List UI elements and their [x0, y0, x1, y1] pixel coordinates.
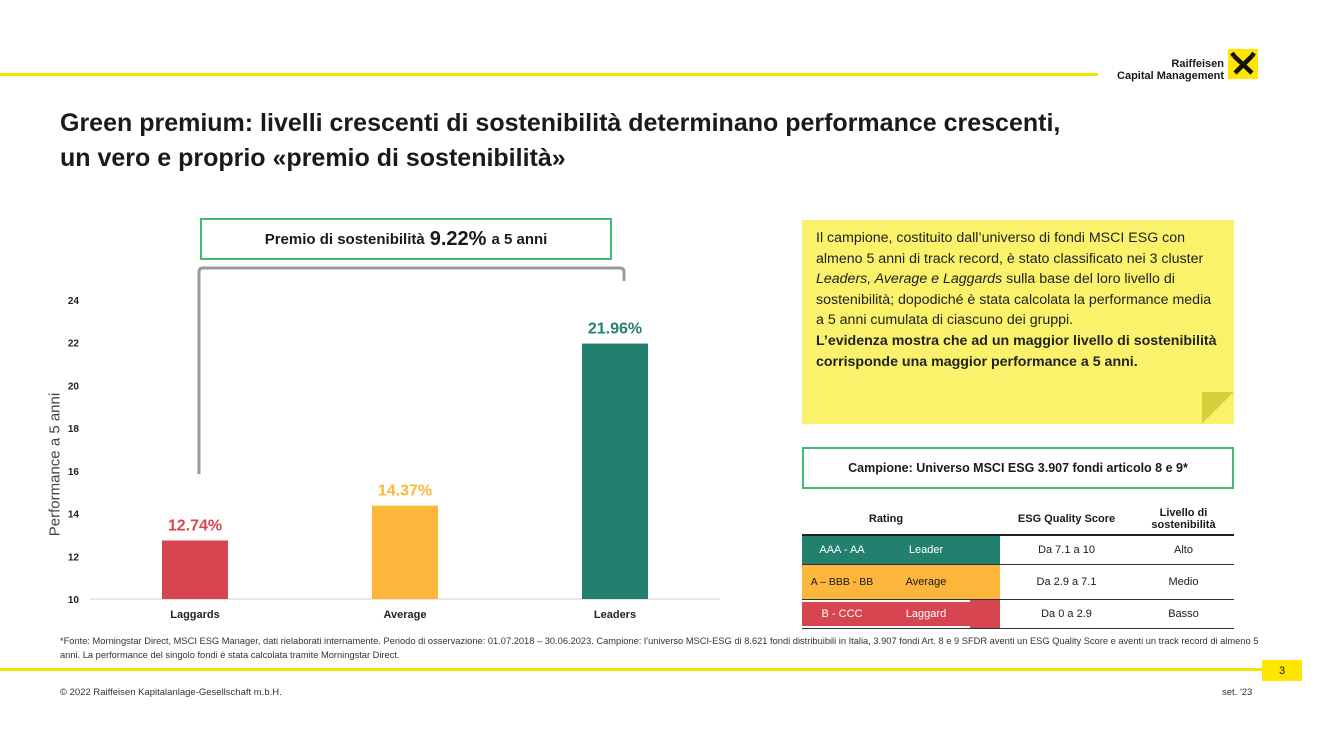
rating-code: A – BBB - BB: [802, 565, 882, 599]
cluster-spacer: [970, 599, 1000, 629]
level-cell: Basso: [1133, 599, 1234, 629]
cluster-name: Average: [882, 565, 970, 599]
bar-leaders: [582, 343, 648, 599]
header-rule: [0, 73, 1098, 76]
table-row: A – BBB - BB Average Da 2.9 a 7.1 Medio: [802, 564, 1234, 600]
premium-callout: Premio di sostenibilità 9.22% a 5 anni: [200, 218, 612, 260]
bar-laggards: [162, 540, 228, 599]
y-axis-label: Performance a 5 anni: [46, 392, 64, 537]
data-label: 12.74%: [168, 517, 222, 534]
level-cell: Alto: [1133, 535, 1234, 565]
col-esg-score: ESG Quality Score: [1000, 504, 1133, 536]
page-title: Green premium: livelli crescenti di sost…: [60, 106, 1160, 176]
score-cell: Da 7.1 a 10: [1000, 535, 1133, 565]
cluster-spacer: [970, 564, 1000, 600]
level-cell: Medio: [1133, 564, 1234, 600]
x-tick-label: Laggards: [170, 609, 220, 621]
note-text-2: sulla base del loro livello di sostenibi…: [816, 271, 1212, 329]
premium-value: 9.22%: [429, 227, 487, 250]
rating-cell: B - CCC Laggard: [802, 599, 970, 629]
cluster-spacer: [970, 535, 1000, 565]
rating-cell: A – BBB - BB Average: [802, 564, 970, 600]
rating-code: B - CCC: [802, 602, 882, 626]
table-row: B - CCC Laggard Da 0 a 2.9 Basso: [802, 599, 1234, 629]
score-cell: Da 0 a 2.9: [1000, 599, 1133, 629]
y-tick-label: 24: [68, 296, 80, 307]
rating-cell: AAA - AA Leader: [802, 535, 970, 565]
y-tick-label: 18: [68, 424, 80, 435]
chart-labels: 12.74% Laggards 14.37% Average 21.96% Leaders: [168, 321, 642, 621]
data-label: 21.96%: [588, 321, 642, 338]
note-conclusion: L’evidenza mostra che ad un maggior live…: [816, 332, 1217, 370]
footer-rule: [0, 668, 1262, 671]
col-cluster: [970, 504, 1000, 536]
table-header-row: Rating ESG Quality Score Livello di sost…: [802, 504, 1234, 536]
col-sustainability-level: Livello di sostenibilità: [1133, 504, 1234, 536]
bar-average: [372, 505, 438, 599]
x-tick-label: Leaders: [594, 609, 636, 621]
y-tick-label: 10: [68, 595, 80, 606]
sample-label-box: Campione: Universo MSCI ESG 3.907 fondi …: [802, 447, 1234, 489]
y-tick-label: 12: [68, 552, 80, 563]
sample-label: Campione: Universo MSCI ESG 3.907 fondi …: [848, 461, 1188, 475]
raiffeisen-logo-icon: [1228, 49, 1258, 79]
brand-line-2: Capital Management: [1117, 70, 1224, 82]
y-tick-label: 16: [68, 467, 80, 478]
copyright-text: © 2022 Raiffeisen Kapitalanlage-Gesellsc…: [60, 687, 282, 698]
premium-prefix: Premio di sostenibilità: [264, 230, 425, 248]
summary-note: Il campione, costituito dall’universo di…: [802, 220, 1234, 424]
page-curl-icon: [1202, 392, 1234, 424]
source-footnote: *Fonte: Morningstar Direct, MSCI ESG Man…: [60, 636, 1259, 660]
premium-bracket: [197, 266, 626, 475]
y-tick-label: 14: [68, 510, 80, 521]
title-line-2: un vero e proprio «premio di sostenibili…: [60, 144, 566, 172]
premium-suffix: a 5 anni: [491, 230, 548, 248]
brand-name: Raiffeisen Capital Management: [1117, 58, 1224, 82]
cluster-name: Leader: [882, 536, 970, 564]
chart-bars: [162, 343, 648, 599]
col-rating: Rating: [802, 504, 970, 536]
cluster-name: Laggard: [882, 602, 970, 626]
brand-line-1: Raiffeisen: [1171, 58, 1224, 70]
table-row: AAA - AA Leader Da 7.1 a 10 Alto: [802, 535, 1234, 565]
rating-code: AAA - AA: [802, 536, 882, 564]
note-text-italic: Leaders, Average e Laggards: [816, 271, 1003, 288]
y-tick-label: 22: [68, 339, 80, 350]
bar-chart: 10 12 14 16 18 20 22 24 12.74% Laggards 14.37% Ave…: [68, 266, 720, 621]
note-text-1: Il campione, costituito dall’universo di…: [816, 230, 1204, 267]
x-tick-label: Average: [383, 609, 426, 621]
y-tick-label: 20: [68, 381, 80, 392]
date-text: set. '23: [1222, 687, 1253, 698]
title-line-1: Green premium: livelli crescenti di sost…: [60, 109, 1061, 137]
page-number: 3: [1262, 660, 1302, 681]
rating-table: Rating ESG Quality Score Livello di sost…: [802, 504, 1234, 629]
score-cell: Da 2.9 a 7.1: [1000, 564, 1133, 600]
data-label: 14.37%: [378, 483, 432, 500]
